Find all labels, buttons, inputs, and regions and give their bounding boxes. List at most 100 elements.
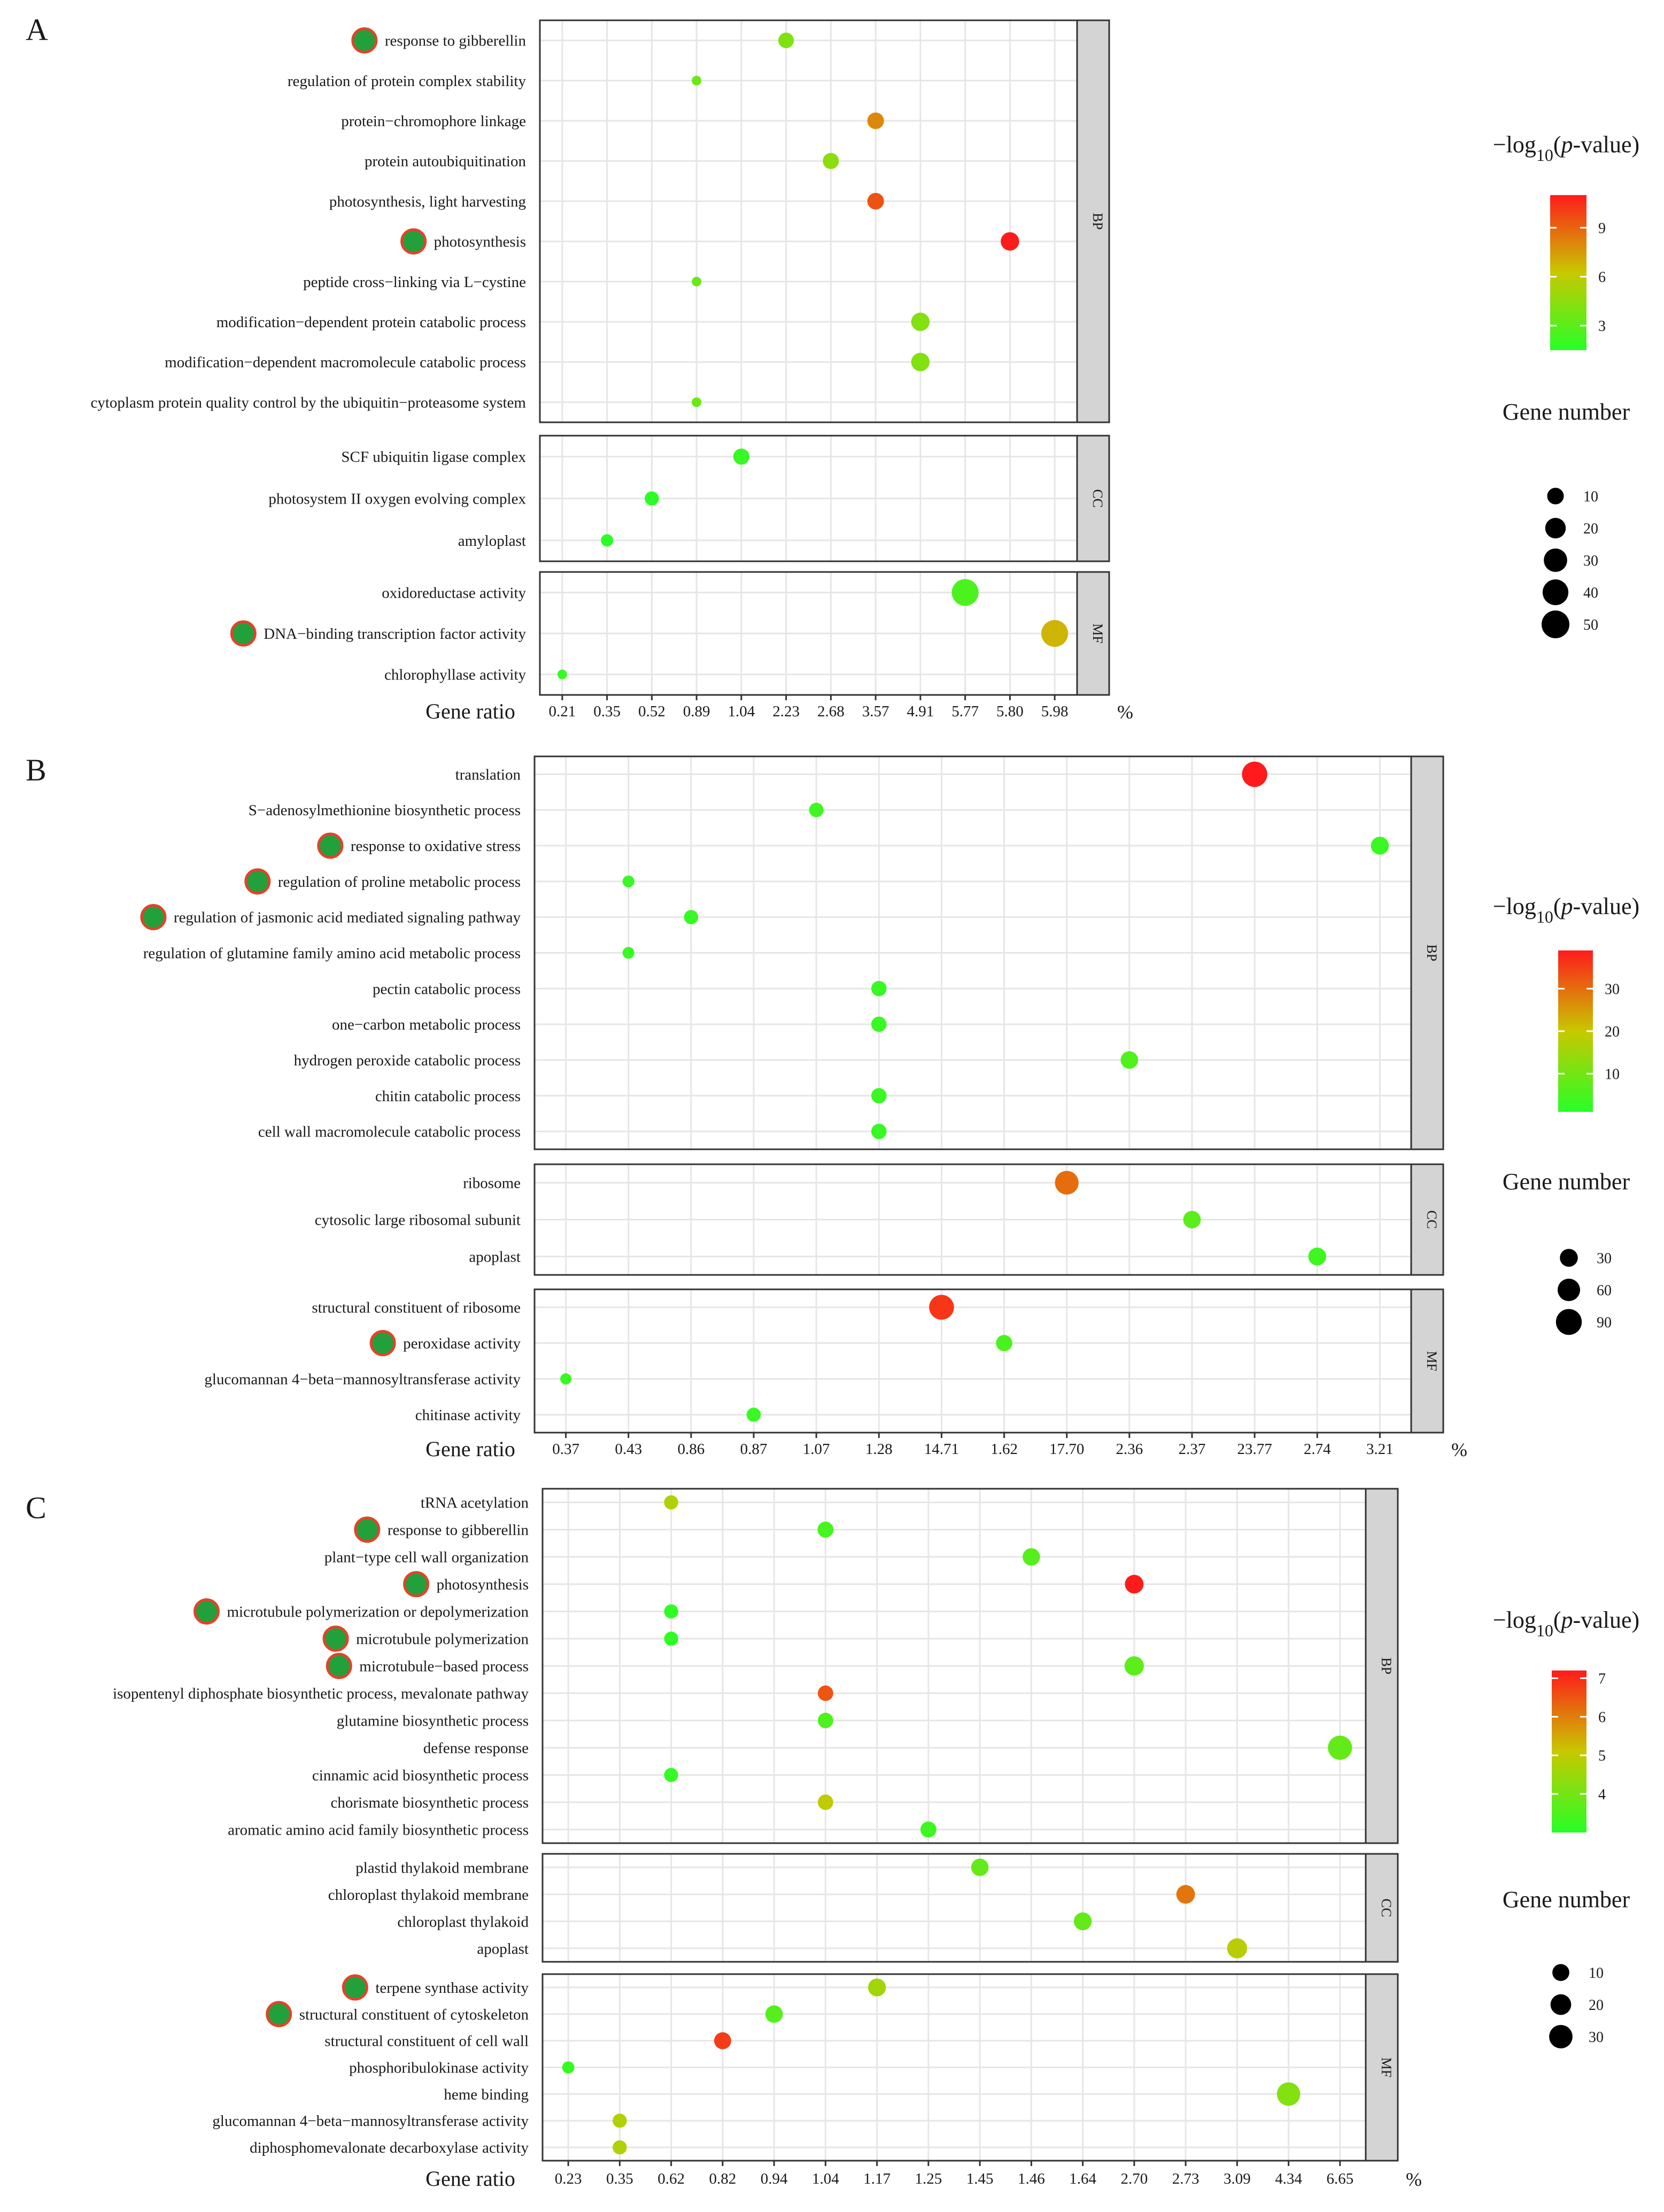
- title-part: -value): [1573, 1607, 1640, 1633]
- x-tick-label: 0.35: [593, 703, 621, 720]
- x-tick-label: 1.25: [915, 2170, 942, 2187]
- title-part: -value): [1573, 132, 1640, 158]
- data-point: [692, 397, 702, 407]
- term-label: modification−dependent protein catabolic…: [216, 314, 526, 331]
- data-point: [622, 947, 634, 959]
- term-label: oxidoreductase activity: [382, 584, 526, 601]
- highlight-marker: [140, 904, 167, 931]
- highlight-marker: [342, 1974, 368, 2001]
- facet-cc: ribosome cytosolic large ribosomal subuni…: [315, 1163, 1444, 1276]
- color-bar-label: 10: [1605, 1066, 1620, 1082]
- data-point: [746, 1407, 761, 1422]
- title-part: −log: [1493, 893, 1536, 919]
- panel-letter: C: [26, 1490, 47, 1525]
- facet-background: [535, 1289, 1411, 1433]
- x-tick-label: 5.77: [951, 703, 979, 720]
- term-label: apoplast: [469, 1249, 521, 1266]
- color-bar-label: 3: [1598, 318, 1606, 335]
- x-tick-label: 0.23: [555, 2170, 582, 2187]
- term-label: structural constituent of cytoskeleton: [299, 2006, 529, 2023]
- data-point: [557, 669, 567, 679]
- term-label: amyloplast: [458, 532, 526, 550]
- facet-strip: [1076, 19, 1110, 423]
- data-point: [871, 1088, 887, 1104]
- x-tick-label: 2.36: [1116, 1441, 1143, 1458]
- x-tick-label: 1.17: [863, 2170, 891, 2187]
- term-label: modification−dependent macromolecule cat…: [165, 354, 526, 371]
- data-point: [1120, 1051, 1139, 1069]
- x-tick-label: 1.64: [1069, 2170, 1096, 2187]
- data-point: [560, 1373, 572, 1385]
- title-part: p: [1560, 132, 1573, 158]
- data-point: [817, 1795, 833, 1810]
- term-label: chitin catabolic process: [375, 1088, 521, 1105]
- color-bar-label: 9: [1598, 220, 1606, 237]
- data-point: [1308, 1247, 1327, 1266]
- size-legend-dot: [1547, 488, 1564, 505]
- facet-bp: translation S−adenosylmethionine biosynth…: [140, 755, 1444, 1150]
- data-point: [1073, 1912, 1092, 1930]
- data-point: [692, 276, 702, 287]
- facet-cc: plastid thylakoid membrane chloroplast th…: [328, 1853, 1399, 1963]
- data-point: [996, 1335, 1012, 1351]
- term-label: terpene synthase activity: [375, 1979, 529, 1997]
- data-point: [817, 1521, 834, 1538]
- term-label: S−adenosylmethionine biosynthetic proces…: [249, 802, 521, 819]
- facet-strip-label: MF: [1424, 1351, 1439, 1371]
- facet-strip-label: CC: [1379, 1899, 1394, 1917]
- data-point: [733, 448, 749, 465]
- data-point: [1125, 1575, 1144, 1594]
- term-label: chloroplast thylakoid: [397, 1913, 529, 1930]
- highlight-marker: [317, 832, 344, 859]
- data-point: [920, 1821, 937, 1838]
- term-label: response to oxidative stress: [351, 838, 521, 855]
- facet-mf: terpene synthase activity structural cons…: [212, 1973, 1399, 2162]
- facet-strip: [1365, 1488, 1399, 1844]
- color-bar: [1550, 195, 1586, 350]
- data-point: [823, 153, 839, 169]
- x-axis-unit: %: [1406, 2169, 1422, 2190]
- size-legend-label: 30: [1589, 2029, 1604, 2046]
- x-tick-label: 4.91: [907, 703, 934, 720]
- size-legend-label: 30: [1583, 553, 1598, 569]
- size-legend-label: 50: [1583, 617, 1598, 633]
- size-legend-label: 20: [1589, 1997, 1604, 2014]
- data-point: [929, 1295, 954, 1320]
- x-tick-label: 1.28: [865, 1441, 893, 1458]
- term-label: plastid thylakoid membrane: [355, 1859, 529, 1876]
- term-label: photosynthesis, light harvesting: [329, 193, 526, 210]
- term-label: diphosphomevalonate decarboxylase activi…: [250, 2139, 529, 2156]
- highlight-marker: [354, 1517, 381, 1543]
- x-tick-label: 0.21: [549, 703, 576, 720]
- color-legend-title: −log10(p-value): [1493, 132, 1639, 165]
- data-point: [692, 75, 702, 86]
- panel-letter: B: [26, 753, 47, 787]
- title-subscript: 10: [1536, 907, 1553, 926]
- term-label: cytoplasm protein quality control by the…: [90, 394, 526, 411]
- term-label: plant−type cell wall organization: [324, 1549, 529, 1566]
- term-label: glucomannan 4−beta−mannosyltransferase a…: [212, 2113, 529, 2130]
- term-label: regulation of protein complex stability: [288, 73, 527, 90]
- data-point: [684, 910, 699, 924]
- data-point: [778, 33, 794, 49]
- term-label: peroxidase activity: [403, 1335, 521, 1352]
- highlight-marker: [322, 1626, 349, 1652]
- title-part: −log: [1493, 132, 1536, 158]
- data-point: [1183, 1211, 1201, 1228]
- color-bar-label: 4: [1598, 1786, 1606, 1803]
- facet-strip-label: CC: [1090, 489, 1105, 508]
- x-tick-label: 2.37: [1179, 1441, 1206, 1458]
- color-bar-label: 20: [1605, 1024, 1620, 1040]
- term-label: response to gibberellin: [388, 1522, 529, 1539]
- x-tick-label: 4.34: [1275, 2170, 1302, 2187]
- data-point: [1055, 1171, 1079, 1195]
- size-legend-title: Gene number: [1503, 1886, 1630, 1913]
- data-point: [1023, 1548, 1040, 1566]
- x-axis-title: Gene ratio: [425, 2167, 515, 2191]
- data-point: [911, 352, 930, 372]
- facet-strip-label: MF: [1379, 2058, 1394, 2078]
- term-label: regulation of jasmonic acid mediated sig…: [174, 909, 521, 926]
